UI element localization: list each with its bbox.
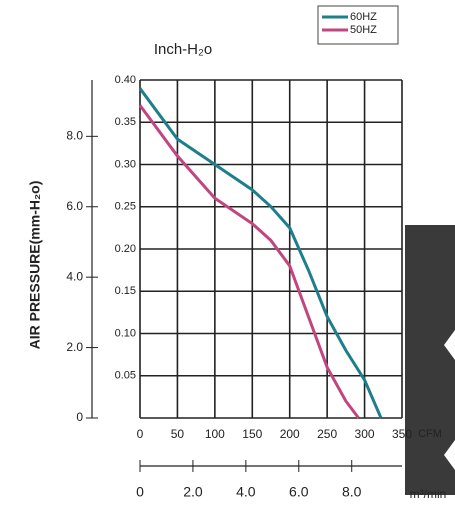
x-unit: CFM [418,428,442,440]
chevron [444,330,455,360]
x2-tick-label: 0 [136,484,144,500]
x-tick-label: 300 [355,427,375,441]
legend-box [317,5,399,45]
legend-label: 60HZ [350,11,377,23]
y2-tick-label: 6.0 [66,199,83,213]
side-panel [405,225,455,495]
y-tick-label: 0.05 [115,370,136,382]
x-tick-label: 200 [280,427,300,441]
y2-tick-label: 8.0 [66,129,83,143]
y-tick-label: 0.25 [115,201,136,213]
line-series [138,104,360,419]
y-tick-label: 0.40 [115,74,136,86]
line-series [138,87,383,419]
x2-tick-label: 4.0 [236,484,256,500]
y2-tick-label: 4.0 [66,269,83,283]
x2-tick-label: 2.0 [183,484,203,500]
x-tick-label: 250 [317,427,337,441]
y-tick-label: 0.35 [115,116,136,128]
chevron [444,440,455,470]
chart-title: Inch-H₂o [154,41,212,58]
y-tick-label: 0.15 [115,285,136,297]
x2-tick-label: 8.0 [342,484,362,500]
legend-label: 50HZ [350,24,377,36]
y-axis-label: AIR PRESSURE(mm-H₂o) [27,181,43,350]
x-tick-label: 100 [205,427,225,441]
y-tick-label: 0.30 [115,158,136,170]
x2-unit: m³/min [410,487,447,501]
y2-tick-label: 2.0 [66,340,83,354]
y-tick-label: 0.10 [115,327,136,339]
x-tick-label: 0 [137,427,144,441]
x-tick-label: 150 [242,427,262,441]
x-tick-label: 350 [392,427,412,441]
x2-tick-label: 6.0 [289,484,309,500]
x-tick-label: 50 [171,427,185,441]
y2-tick-label: 0 [76,410,83,424]
y-tick-label: 0.20 [115,243,136,255]
